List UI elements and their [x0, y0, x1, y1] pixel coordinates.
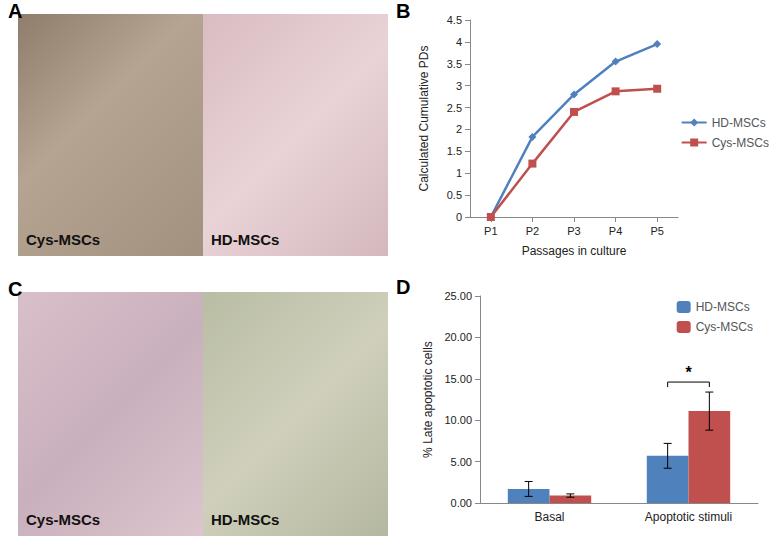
svg-text:HD-MSCs: HD-MSCs	[696, 300, 750, 314]
html-text:Cys-MSCs: Cys-MSCs	[26, 231, 101, 248]
svg-text:P3: P3	[567, 225, 580, 237]
html-text:HD-MSCs: HD-MSCs	[211, 511, 280, 528]
svg-text:Calculated Cumulative PDs: Calculated Cumulative PDs	[417, 45, 431, 191]
svg-text:0.00: 0.00	[451, 497, 472, 509]
svg-text:0: 0	[456, 211, 462, 223]
svg-text:Passages in culture: Passages in culture	[522, 244, 627, 258]
svg-text:*: *	[685, 364, 692, 381]
svg-text:Cys-MSCs: Cys-MSCs	[712, 136, 769, 150]
svg-text:P5: P5	[650, 225, 663, 237]
html-text:C: C	[8, 278, 23, 300]
svg-text:2: 2	[456, 123, 462, 135]
svg-text:P1: P1	[484, 225, 497, 237]
svg-text:4.5: 4.5	[447, 14, 462, 26]
svg-text:3: 3	[456, 80, 462, 92]
svg-text:5.00: 5.00	[451, 456, 472, 468]
html-text:Cys-MSCs: Cys-MSCs	[26, 511, 101, 528]
html-text:A: A	[8, 0, 23, 22]
svg-text:2.5: 2.5	[447, 102, 462, 114]
html-text:B: B	[396, 0, 411, 22]
svg-text:Apoptotic stimuli: Apoptotic stimuli	[645, 510, 732, 524]
svg-text:Basal: Basal	[534, 510, 564, 524]
svg-text:HD-MSCs: HD-MSCs	[712, 116, 766, 130]
svg-text:P2: P2	[526, 225, 539, 237]
svg-text:15.00: 15.00	[444, 373, 472, 385]
html-text:D: D	[396, 276, 411, 298]
svg-text:1.5: 1.5	[447, 145, 462, 157]
svg-text:P4: P4	[609, 225, 622, 237]
html-text:HD-MSCs: HD-MSCs	[211, 231, 280, 248]
svg-text:1: 1	[456, 167, 462, 179]
svg-text:0.5: 0.5	[447, 189, 462, 201]
svg-text:25.00: 25.00	[444, 290, 472, 302]
svg-text:4: 4	[456, 36, 462, 48]
svg-text:% Late apoptotic cells: % Late apoptotic cells	[421, 341, 435, 458]
svg-text:Cys-MSCs: Cys-MSCs	[696, 320, 753, 334]
svg-text:20.00: 20.00	[444, 331, 472, 343]
svg-text:3.5: 3.5	[447, 58, 462, 70]
svg-text:10.00: 10.00	[444, 414, 472, 426]
